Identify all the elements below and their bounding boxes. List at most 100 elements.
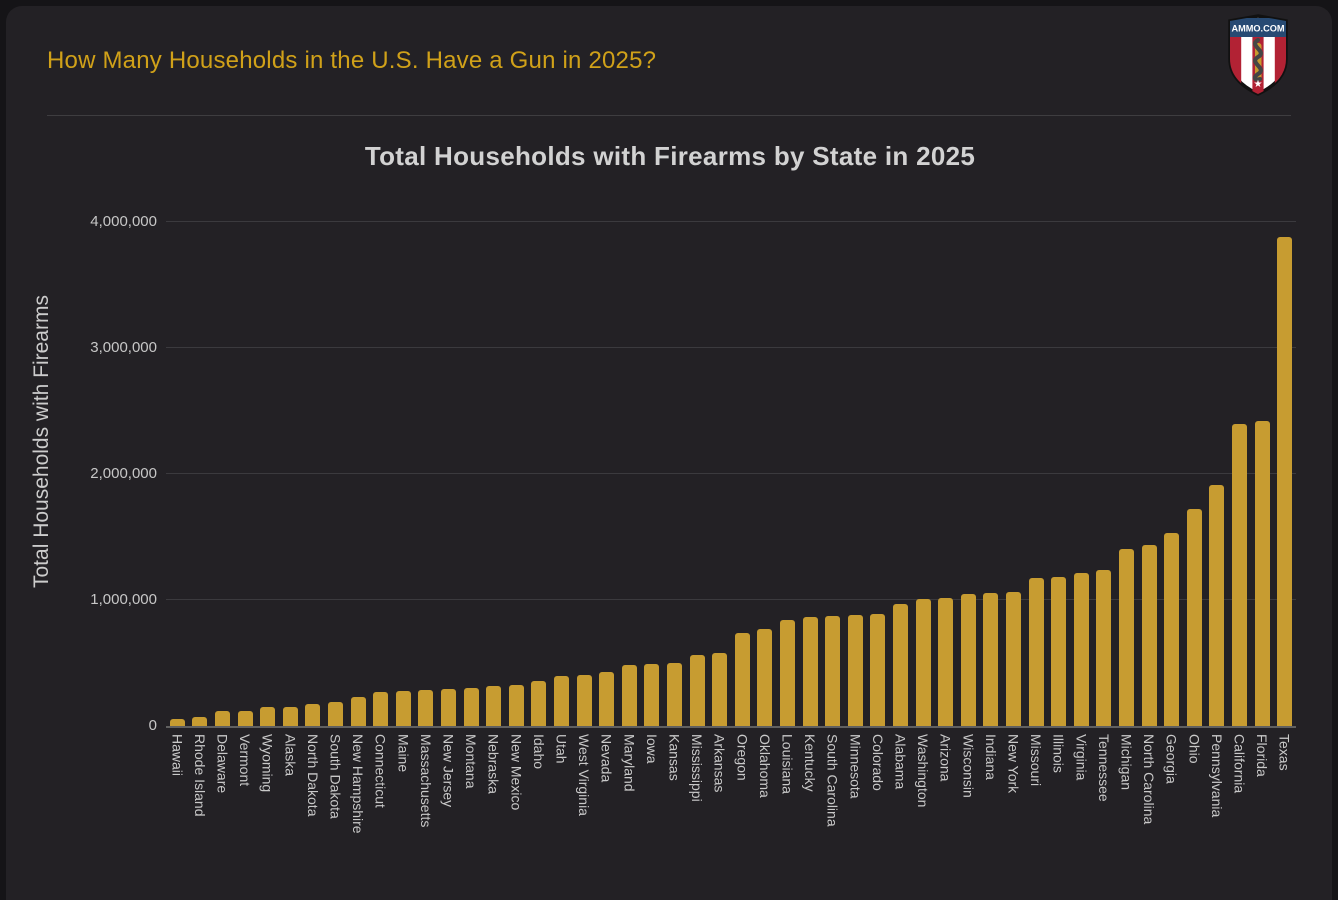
bar-south-carolina[interactable] — [825, 615, 841, 726]
logo-text: AMMO.COM — [1231, 24, 1284, 34]
x-tick-label: Rhode Island — [191, 734, 208, 817]
bar-maryland[interactable] — [621, 664, 637, 726]
x-tick-label: Alaska — [282, 734, 299, 777]
bar-colorado[interactable] — [870, 613, 886, 726]
x-tick-label: Mississippi — [689, 734, 706, 802]
bar-nebraska[interactable] — [486, 685, 502, 726]
ammo-com-logo[interactable]: ★ AMMO.COM — [1226, 13, 1290, 97]
bar-indiana[interactable] — [983, 593, 999, 726]
bar-vermont[interactable] — [237, 710, 253, 726]
bar-idaho[interactable] — [531, 680, 547, 726]
x-tick-label: New Jersey — [440, 734, 457, 808]
bar-rhode-island[interactable] — [192, 717, 208, 726]
bar-new-hampshire[interactable] — [350, 697, 366, 726]
x-tick-label: Maine — [395, 734, 412, 773]
bar-oklahoma[interactable] — [757, 629, 773, 726]
x-tick-label: Utah — [553, 734, 570, 764]
x-tick-label: Ohio — [1186, 734, 1203, 764]
x-tick-label: Wisconsin — [960, 734, 977, 798]
bar-minnesota[interactable] — [847, 614, 863, 726]
bar-utah[interactable] — [553, 675, 569, 726]
y-axis-tick-labels: 4,000,000 3,000,000 2,000,000 1,000,000 0 — [40, 213, 157, 734]
bar-tennessee[interactable] — [1096, 570, 1112, 726]
bar-nevada[interactable] — [599, 672, 615, 726]
y-tick-label: 3,000,000 — [90, 339, 157, 356]
bar-montana[interactable] — [463, 687, 479, 726]
x-tick-label: Connecticut — [372, 734, 389, 808]
bar-west-virginia[interactable] — [576, 674, 592, 726]
bar-georgia[interactable] — [1164, 532, 1180, 726]
bar-pennsylvania[interactable] — [1209, 484, 1225, 726]
bar-arkansas[interactable] — [712, 652, 728, 726]
bar-massachusetts[interactable] — [418, 689, 434, 726]
bar-washington[interactable] — [915, 599, 931, 726]
bar-michigan[interactable] — [1118, 548, 1134, 726]
bar-connecticut[interactable] — [373, 691, 389, 726]
x-tick-label: Arkansas — [711, 734, 728, 793]
bar-new-york[interactable] — [1005, 592, 1021, 726]
x-tick-label: West Virginia — [576, 734, 593, 816]
x-tick-label: Michigan — [1118, 734, 1135, 791]
x-tick-label: North Carolina — [1141, 734, 1158, 825]
x-tick-label: New York — [1005, 734, 1022, 794]
bar-florida[interactable] — [1254, 421, 1270, 726]
bar-north-dakota[interactable] — [305, 703, 321, 726]
bar-new-jersey[interactable] — [440, 688, 456, 726]
bar-kansas[interactable] — [666, 662, 682, 726]
x-tick-label: Kentucky — [802, 734, 819, 792]
bar-new-mexico[interactable] — [508, 684, 524, 726]
y-tick-label: 1,000,000 — [90, 591, 157, 608]
bar-oregon[interactable] — [734, 632, 750, 726]
x-tick-label: Arizona — [937, 734, 954, 782]
gridline — [166, 221, 1296, 222]
bar-california[interactable] — [1231, 423, 1247, 726]
card-background — [6, 6, 1332, 900]
bar-kentucky[interactable] — [802, 616, 818, 726]
x-tick-label: Washington — [915, 734, 932, 808]
x-tick-label: South Carolina — [824, 734, 841, 827]
x-tick-label: Pennsylvania — [1208, 734, 1225, 818]
bar-texas[interactable] — [1277, 236, 1293, 726]
x-tick-label: Nebraska — [485, 734, 502, 794]
bar-north-carolina[interactable] — [1141, 544, 1157, 726]
x-tick-label: Massachusetts — [417, 734, 434, 828]
bar-alabama[interactable] — [892, 604, 908, 726]
bar-delaware[interactable] — [214, 711, 230, 726]
x-tick-label: Iowa — [643, 734, 660, 764]
bar-maine[interactable] — [395, 690, 411, 726]
gridline — [166, 347, 1296, 348]
plot-area — [166, 221, 1296, 728]
x-tick-label: Vermont — [237, 734, 254, 787]
x-tick-label: Wyoming — [259, 734, 276, 793]
x-tick-label: Minnesota — [847, 734, 864, 799]
bar-arizona[interactable] — [938, 598, 954, 726]
bar-louisiana[interactable] — [779, 619, 795, 726]
bar-alaska[interactable] — [282, 706, 298, 726]
bar-wisconsin[interactable] — [960, 594, 976, 726]
x-tick-label: Indiana — [982, 734, 999, 780]
gridline — [166, 599, 1296, 600]
x-tick-label: Maryland — [621, 734, 638, 792]
bar-illinois[interactable] — [1051, 576, 1067, 726]
bar-iowa[interactable] — [644, 664, 660, 726]
x-tick-label: Georgia — [1163, 734, 1180, 784]
x-tick-label: Nevada — [598, 734, 615, 783]
x-tick-label: Tennessee — [1095, 734, 1112, 802]
x-tick-label: California — [1231, 734, 1248, 794]
y-tick-label: 4,000,000 — [90, 213, 157, 230]
x-tick-label: New Mexico — [508, 734, 525, 811]
x-tick-label: Texas — [1276, 734, 1293, 771]
x-tick-label: Hawaii — [169, 734, 186, 777]
x-tick-label: Colorado — [869, 734, 886, 791]
x-tick-label: Virginia — [1073, 734, 1090, 781]
bar-south-dakota[interactable] — [327, 702, 343, 726]
bar-hawaii[interactable] — [169, 719, 185, 726]
bar-missouri[interactable] — [1028, 578, 1044, 726]
bar-virginia[interactable] — [1073, 572, 1089, 726]
bar-mississippi[interactable] — [689, 654, 705, 726]
bar-series — [166, 222, 1296, 726]
bar-ohio[interactable] — [1186, 508, 1202, 726]
x-tick-label: Idaho — [530, 734, 547, 770]
bar-wyoming[interactable] — [260, 707, 276, 726]
